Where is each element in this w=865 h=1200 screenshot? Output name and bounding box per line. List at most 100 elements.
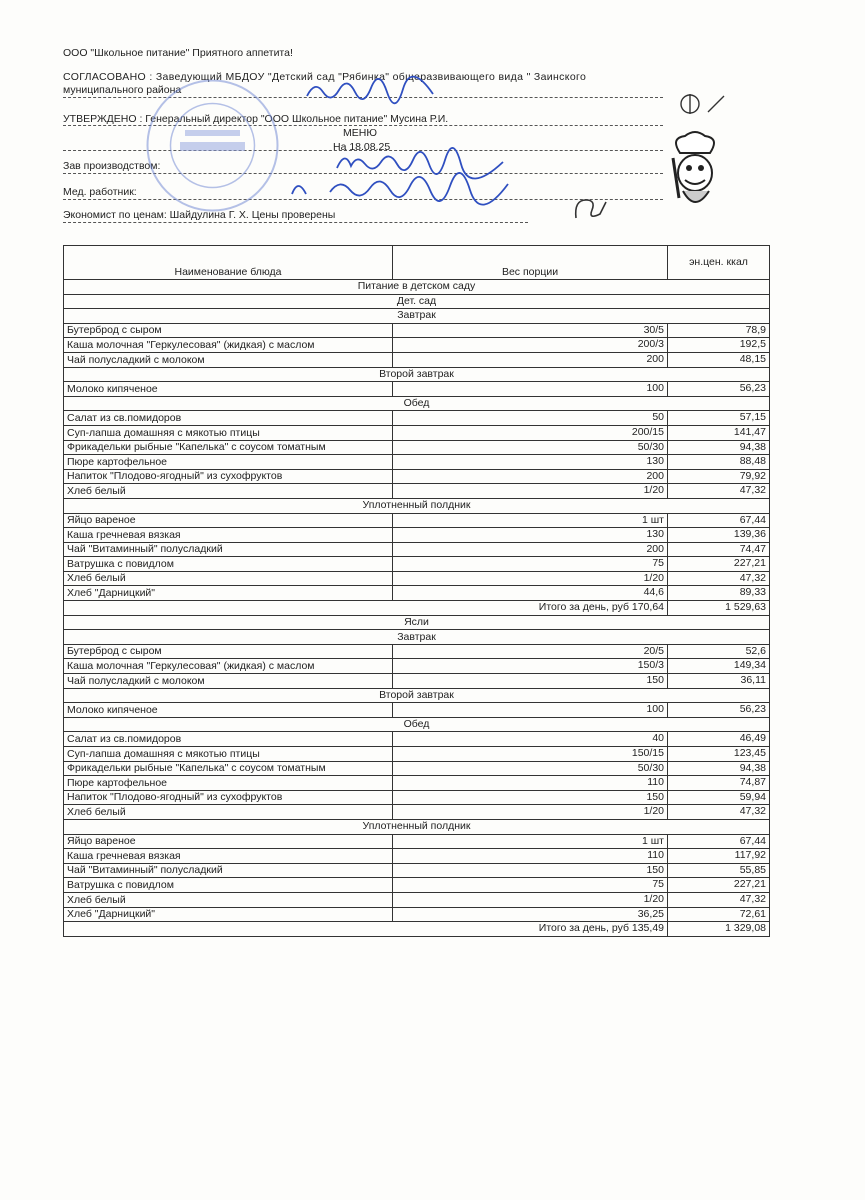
signature-line — [63, 222, 528, 223]
table-row: Хлеб "Дарницкий" 44,6 89,33 — [63, 585, 770, 602]
dish-name: Каша гречневая вязкая — [63, 527, 393, 543]
portion-weight: 1/20 — [392, 891, 668, 908]
column-header-kcal: эн.цен. ккал — [667, 245, 770, 280]
menu-title: МЕНЮ — [343, 127, 377, 139]
signature-director — [680, 94, 725, 114]
table-row: Ватрушка с повидлом 75 227,21 — [63, 877, 770, 893]
kcal-value: 78,9 — [667, 322, 770, 339]
company-line: ООО "Школьное питание" Приятного аппетит… — [63, 47, 293, 59]
dish-name: Каша молочная "Геркулесовая" (жидкая) с … — [63, 658, 393, 675]
section-title: Второй завтрак — [63, 366, 770, 383]
table-header: Наименование блюда Вес порции эн.цен. кк… — [63, 245, 770, 280]
dish-name: Суп-лапша домашняя с мякотью птицы — [63, 424, 393, 441]
section-row: Обед — [63, 716, 770, 733]
table-row: Фрикадельки рыбные "Капелька" с соусом т… — [63, 439, 770, 456]
table-row: Хлеб "Дарницкий" 36,25 72,61 — [63, 906, 770, 923]
portion-weight: 130 — [392, 454, 668, 470]
kcal-value: 36,11 — [667, 673, 770, 689]
portion-weight: 200 — [392, 468, 668, 485]
portion-weight: 130 — [392, 527, 668, 543]
portion-weight: 40 — [392, 731, 668, 747]
section-row: Второй завтрак — [63, 366, 770, 383]
column-header-weight: Вес порции — [392, 245, 668, 280]
section-row: Ясли — [63, 614, 770, 631]
table-row: Молоко кипяченое 100 56,23 — [63, 381, 770, 397]
dish-name: Салат из св.помидоров — [63, 731, 393, 747]
table-row: Чай "Витаминный" полусладкий 150 55,85 — [63, 862, 770, 879]
portion-weight: 150 — [392, 862, 668, 879]
dish-name: Хлеб белый — [63, 804, 393, 820]
portion-weight: 150/3 — [392, 658, 668, 675]
portion-weight: 150 — [392, 673, 668, 689]
dish-name: Каша гречневая вязкая — [63, 848, 393, 864]
dish-name: Ватрушка с повидлом — [63, 877, 393, 893]
portion-weight: 1/20 — [392, 570, 668, 587]
kcal-value: 52,6 — [667, 643, 770, 660]
dish-name: Хлеб белый — [63, 570, 393, 587]
signature-line — [63, 173, 663, 174]
dish-name: Молоко кипяченое — [63, 702, 393, 718]
dish-name: Хлеб белый — [63, 891, 393, 908]
column-header-name: Наименование блюда — [63, 245, 393, 280]
section-title: Уплотненный полдник — [63, 497, 770, 514]
table-row: Ватрушка с повидлом 75 227,21 — [63, 556, 770, 572]
portion-weight: 1 шт — [392, 512, 668, 529]
portion-weight: 50/30 — [392, 439, 668, 456]
section-row: Завтрак — [63, 308, 770, 324]
dish-name: Напиток "Плодово-ягодный" из сухофруктов — [63, 468, 393, 485]
table-row: Хлеб белый 1/20 47,32 — [63, 804, 770, 820]
portion-weight: 200 — [392, 541, 668, 558]
table-row: Молоко кипяченое 100 56,23 — [63, 702, 770, 718]
table-row: Напиток "Плодово-ягодный" из сухофруктов… — [63, 468, 770, 485]
table-row: Каша молочная "Геркулесовая" (жидкая) с … — [63, 658, 770, 675]
table-row: Хлеб белый 1/20 47,32 — [63, 483, 770, 499]
official-stamp — [146, 79, 279, 212]
dish-name: Чай "Витаминный" полусладкий — [63, 541, 393, 558]
table-row: Суп-лапша домашняя с мякотью птицы 150/15… — [63, 746, 770, 762]
kcal-value: 139,36 — [667, 527, 770, 543]
production-head-label: Зав производством: — [63, 160, 161, 172]
section-title: Обед — [63, 716, 770, 733]
kcal-value: 59,94 — [667, 789, 770, 806]
section-title: Обед — [63, 395, 770, 412]
dish-name: Салат из св.помидоров — [63, 410, 393, 426]
portion-weight: 1/20 — [392, 483, 668, 499]
table-row: Пюре картофельное 110 74,87 — [63, 775, 770, 791]
section-title: Ясли — [63, 614, 770, 631]
signature-production — [336, 147, 504, 180]
kcal-value: 72,61 — [667, 906, 770, 923]
portion-weight: 75 — [392, 556, 668, 572]
medic-label: Мед. работник: — [63, 186, 137, 198]
portion-weight: 200 — [392, 351, 668, 368]
kcal-value: 47,32 — [667, 804, 770, 820]
portion-weight: 150 — [392, 789, 668, 806]
dish-name: Пюре картофельное — [63, 775, 393, 791]
table-row: Чай полусладкий с молоком 200 48,15 — [63, 351, 770, 368]
kcal-value: 67,44 — [667, 833, 770, 850]
kcal-value: 47,32 — [667, 570, 770, 587]
kcal-value: 55,85 — [667, 862, 770, 879]
section-row: Второй завтрак — [63, 687, 770, 704]
portion-weight: 50 — [392, 410, 668, 426]
dish-name: Фрикадельки рыбные "Капелька" с соусом т… — [63, 439, 393, 456]
dish-name: Чай полусладкий с молоком — [63, 351, 393, 368]
total-kcal: 1 329,08 — [667, 921, 770, 937]
kcal-value: 149,34 — [667, 658, 770, 675]
table-row: Суп-лапша домашняя с мякотью птицы 200/15… — [63, 424, 770, 441]
kcal-value: 192,5 — [667, 337, 770, 353]
portion-weight: 30/5 — [392, 322, 668, 339]
table-row: Каша гречневая вязкая 110 117,92 — [63, 848, 770, 864]
table-row: Каша молочная "Геркулесовая" (жидкая) с … — [63, 337, 770, 353]
economist-label: Экономист по ценам: Шайдулина Г. Х. Цены… — [63, 209, 336, 221]
dish-name: Бутерброд с сыром — [63, 322, 393, 339]
dish-name: Яйцо вареное — [63, 833, 393, 850]
table-row: Каша гречневая вязкая 130 139,36 — [63, 527, 770, 543]
portion-weight: 50/30 — [392, 760, 668, 777]
dish-name: Пюре картофельное — [63, 454, 393, 470]
table-row: Яйцо вареное 1 шт 67,44 — [63, 512, 770, 529]
section-row: Уплотненный полдник — [63, 497, 770, 514]
dish-name: Напиток "Плодово-ягодный" из сухофруктов — [63, 789, 393, 806]
portion-weight: 100 — [392, 702, 668, 718]
signature-line — [63, 199, 663, 200]
table-row: Бутерброд с сыром 30/5 78,9 — [63, 322, 770, 339]
